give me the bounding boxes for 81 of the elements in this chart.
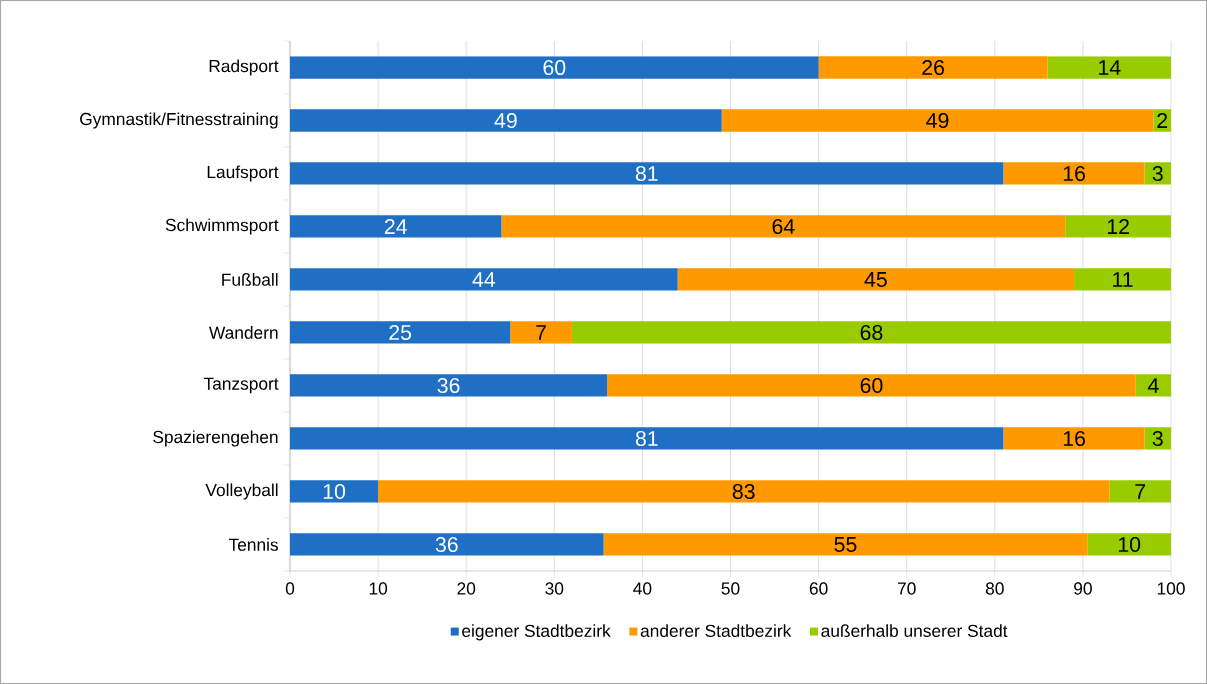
- data-label: 44: [472, 272, 496, 287]
- bar: [290, 427, 1004, 450]
- data-label: 16: [1063, 165, 1086, 182]
- data-label: 36: [437, 377, 460, 394]
- legend-label: anderer Stadtbezirk: [640, 624, 792, 638]
- bar: [501, 215, 1066, 238]
- bar: [378, 480, 1110, 503]
- data-label: 60: [543, 59, 566, 76]
- bar: [290, 56, 819, 79]
- data-label: 24: [384, 219, 407, 234]
- y-tick-label: Radsport: [209, 59, 279, 76]
- bar: [721, 109, 1154, 132]
- bar: [1003, 162, 1145, 185]
- data-label: 10: [1118, 536, 1141, 553]
- x-tick-label: 100: [1157, 582, 1185, 595]
- y-tick-label: Schwimmsport: [165, 218, 279, 235]
- x-tick-label: 70: [897, 582, 916, 595]
- bar: [677, 268, 1075, 291]
- data-label: 81: [635, 430, 658, 447]
- bar: [571, 321, 1171, 344]
- x-tick-label: 20: [457, 582, 476, 595]
- bar: [290, 480, 379, 503]
- x-tick-label: 80: [985, 582, 1004, 595]
- data-label: 2: [1157, 113, 1168, 128]
- data-label: 55: [834, 537, 857, 552]
- x-tick-label: 30: [545, 582, 564, 595]
- y-tick-label: Wandern: [209, 326, 278, 339]
- y-tick-label: Spazierengehen: [153, 430, 278, 447]
- data-label: 4: [1147, 378, 1159, 393]
- bar: [290, 321, 511, 344]
- legend-label: eigener Stadtbezirk: [462, 624, 611, 641]
- data-label: 12: [1107, 219, 1129, 234]
- bar: [1109, 480, 1171, 503]
- bar: [607, 374, 1136, 397]
- y-tick-label: Fußball: [222, 273, 278, 286]
- data-label: 60: [860, 377, 883, 394]
- y-tick-label: Gymnastik/Fitnesstraining: [80, 112, 278, 129]
- x-tick-label: 90: [1074, 582, 1092, 595]
- data-label: 3: [1152, 430, 1163, 447]
- bar: [290, 109, 722, 132]
- bar: [603, 533, 1088, 556]
- data-label: 3: [1152, 165, 1163, 182]
- bar: [1003, 427, 1145, 450]
- data-label: 7: [536, 325, 546, 340]
- y-tick-label: Laufsport: [207, 165, 279, 182]
- data-label: 10: [323, 483, 346, 500]
- x-tick-label: 50: [721, 582, 740, 595]
- data-label: 36: [435, 536, 458, 553]
- bar: [1087, 533, 1171, 556]
- bar: [818, 56, 1048, 79]
- bar: [1074, 268, 1171, 291]
- data-label: 49: [926, 112, 949, 129]
- y-tick-label: Volleyball: [205, 483, 278, 500]
- bar: [290, 268, 678, 291]
- data-label: 45: [864, 272, 887, 287]
- x-tick-label: 60: [809, 582, 828, 595]
- legend-label: außerhalb unserer Stadt: [821, 624, 1008, 638]
- data-label: 49: [494, 112, 517, 129]
- x-tick-label: 40: [633, 582, 652, 595]
- data-label: 83: [732, 483, 755, 500]
- bar: [290, 162, 1004, 185]
- data-label: 81: [635, 165, 658, 182]
- x-tick-label: 0: [285, 582, 295, 595]
- data-label: 14: [1099, 60, 1121, 75]
- data-label: 16: [1063, 430, 1086, 447]
- y-tick-label: Tennis: [228, 538, 279, 551]
- bar: [510, 321, 572, 344]
- data-label: 25: [389, 324, 412, 341]
- bar: [290, 533, 604, 556]
- bar: [290, 215, 502, 238]
- bar: [1065, 215, 1171, 238]
- bar: [1135, 374, 1171, 397]
- y-tick-label: Tanzsport: [203, 377, 279, 394]
- data-label: 11: [1113, 272, 1133, 287]
- data-label: 64: [772, 218, 795, 235]
- x-tick-label: 10: [369, 582, 388, 595]
- data-label: 68: [860, 324, 883, 341]
- data-label: 26: [922, 59, 945, 76]
- bar: [290, 374, 608, 397]
- data-label: 7: [1135, 484, 1146, 499]
- bar: [1047, 56, 1171, 79]
